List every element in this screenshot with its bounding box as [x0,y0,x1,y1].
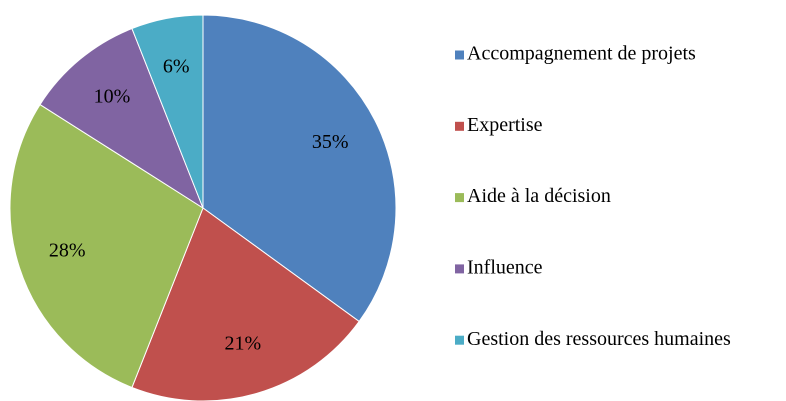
pie-slice [131,207,360,401]
data-label: 6% [163,55,190,77]
legend-swatch [455,193,464,203]
legend-label: Aide à la décision [467,185,611,207]
pie-slice [202,14,397,323]
pie-slice [9,103,204,389]
legend-swatch [455,264,464,274]
data-label: 28% [49,240,86,262]
pie-slice [131,14,204,209]
pie-slice [39,27,205,210]
data-label: 10% [94,86,131,108]
legend-label: Expertise [467,114,543,136]
legend-swatch [455,335,464,345]
legend-label: Accompagnement de projets [467,43,696,65]
data-label: 35% [312,131,349,153]
data-label: 21% [225,333,262,355]
legend-swatch [455,50,464,60]
legend-swatch [455,121,464,131]
legend-label: Influence [467,256,543,278]
legend-label: Gestion des ressources humaines [467,328,731,350]
